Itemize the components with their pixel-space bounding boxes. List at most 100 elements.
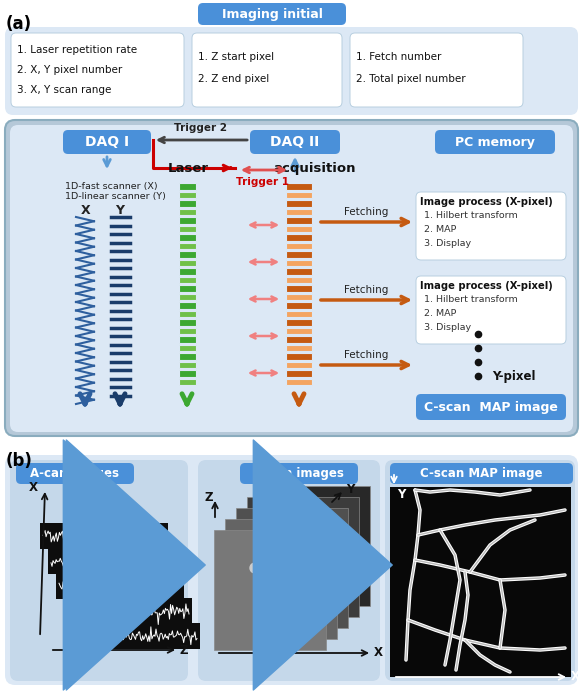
Bar bbox=[179, 336, 196, 343]
Text: DAQ II: DAQ II bbox=[270, 135, 319, 149]
Bar bbox=[286, 336, 312, 343]
Bar bbox=[179, 276, 196, 283]
Bar bbox=[286, 183, 312, 189]
Text: Image process (X-pixel): Image process (X-pixel) bbox=[420, 281, 553, 291]
Text: 2. Total pixel number: 2. Total pixel number bbox=[356, 74, 466, 84]
Bar bbox=[179, 243, 196, 249]
Bar bbox=[179, 328, 196, 334]
Text: 1. Laser repetition rate: 1. Laser repetition rate bbox=[17, 45, 137, 55]
Bar bbox=[286, 209, 312, 215]
FancyBboxPatch shape bbox=[10, 125, 573, 432]
Text: acquisition: acquisition bbox=[274, 162, 356, 175]
Text: Fetching: Fetching bbox=[344, 350, 388, 360]
Text: Z: Z bbox=[180, 643, 188, 656]
Bar bbox=[179, 361, 196, 368]
FancyBboxPatch shape bbox=[5, 455, 578, 685]
FancyBboxPatch shape bbox=[198, 3, 346, 25]
Bar bbox=[390, 487, 571, 677]
Circle shape bbox=[257, 583, 267, 593]
Text: 1. Fetch number: 1. Fetch number bbox=[356, 52, 441, 62]
Text: C-scan MAP image: C-scan MAP image bbox=[420, 467, 543, 480]
FancyBboxPatch shape bbox=[10, 460, 188, 681]
FancyBboxPatch shape bbox=[350, 33, 523, 107]
Bar bbox=[48, 548, 176, 574]
Bar bbox=[179, 191, 196, 198]
Text: 1. Hilbert transform: 1. Hilbert transform bbox=[424, 211, 518, 220]
Bar bbox=[179, 345, 196, 351]
Bar bbox=[286, 276, 312, 283]
FancyBboxPatch shape bbox=[435, 130, 555, 154]
Bar bbox=[236, 508, 348, 628]
Bar bbox=[179, 183, 196, 189]
Bar bbox=[286, 361, 312, 368]
FancyBboxPatch shape bbox=[390, 463, 573, 484]
Text: Image process (X-pixel): Image process (X-pixel) bbox=[420, 197, 553, 207]
FancyBboxPatch shape bbox=[240, 463, 358, 484]
Bar bbox=[286, 217, 312, 223]
Bar bbox=[179, 209, 196, 215]
Text: 2. MAP: 2. MAP bbox=[424, 225, 456, 234]
FancyBboxPatch shape bbox=[16, 463, 134, 484]
Text: 2. Z end pixel: 2. Z end pixel bbox=[198, 74, 269, 84]
Text: X: X bbox=[81, 204, 91, 216]
Text: X: X bbox=[571, 670, 580, 683]
Text: (a): (a) bbox=[6, 15, 32, 33]
FancyBboxPatch shape bbox=[385, 460, 575, 681]
Circle shape bbox=[250, 563, 260, 573]
Bar bbox=[40, 523, 168, 549]
Bar bbox=[286, 370, 312, 377]
FancyBboxPatch shape bbox=[243, 183, 283, 388]
Bar bbox=[286, 200, 312, 207]
Bar bbox=[72, 623, 200, 649]
FancyBboxPatch shape bbox=[63, 130, 151, 154]
Text: Y: Y bbox=[346, 482, 355, 495]
Bar bbox=[286, 319, 312, 325]
Bar bbox=[286, 379, 312, 385]
Bar bbox=[179, 260, 196, 266]
FancyBboxPatch shape bbox=[5, 120, 578, 436]
Bar bbox=[179, 225, 196, 232]
FancyBboxPatch shape bbox=[11, 33, 184, 107]
Text: B-can images: B-can images bbox=[254, 467, 343, 480]
Bar bbox=[179, 310, 196, 317]
FancyBboxPatch shape bbox=[416, 394, 566, 420]
Text: Trigger 1: Trigger 1 bbox=[236, 177, 290, 187]
Bar bbox=[286, 260, 312, 266]
Bar bbox=[286, 353, 312, 359]
Text: Imaging initial: Imaging initial bbox=[222, 8, 322, 21]
Text: Y: Y bbox=[115, 204, 125, 216]
Bar bbox=[286, 243, 312, 249]
Bar bbox=[179, 200, 196, 207]
Text: DAQ I: DAQ I bbox=[85, 135, 129, 149]
Circle shape bbox=[275, 597, 285, 607]
Bar bbox=[286, 310, 312, 317]
Text: X: X bbox=[374, 647, 383, 659]
Bar bbox=[179, 268, 196, 274]
Bar bbox=[286, 285, 312, 292]
Text: PC memory: PC memory bbox=[455, 135, 535, 149]
Text: Trigger 2: Trigger 2 bbox=[174, 123, 226, 133]
Text: 3. Display: 3. Display bbox=[424, 323, 471, 332]
Bar bbox=[286, 225, 312, 232]
FancyBboxPatch shape bbox=[416, 276, 566, 344]
Bar bbox=[286, 345, 312, 351]
FancyBboxPatch shape bbox=[192, 33, 342, 107]
Bar bbox=[286, 191, 312, 198]
Bar bbox=[286, 302, 312, 308]
Bar bbox=[179, 234, 196, 240]
Text: 1. Hilbert transform: 1. Hilbert transform bbox=[424, 295, 518, 304]
Text: 1D-linear scanner (Y): 1D-linear scanner (Y) bbox=[65, 192, 166, 201]
Bar bbox=[179, 379, 196, 385]
Text: C-scan  MAP image: C-scan MAP image bbox=[424, 401, 558, 413]
Text: X: X bbox=[29, 480, 38, 493]
Bar bbox=[286, 294, 312, 300]
Text: 1. Z start pixel: 1. Z start pixel bbox=[198, 52, 274, 62]
Text: 2. X, Y pixel number: 2. X, Y pixel number bbox=[17, 65, 122, 75]
Bar bbox=[64, 598, 192, 624]
Text: Fetching: Fetching bbox=[344, 285, 388, 295]
Text: 1D-fast scanner (X): 1D-fast scanner (X) bbox=[65, 182, 157, 191]
Bar bbox=[179, 285, 196, 292]
FancyBboxPatch shape bbox=[198, 460, 380, 681]
Bar bbox=[179, 217, 196, 223]
Text: 2. MAP: 2. MAP bbox=[424, 309, 456, 318]
